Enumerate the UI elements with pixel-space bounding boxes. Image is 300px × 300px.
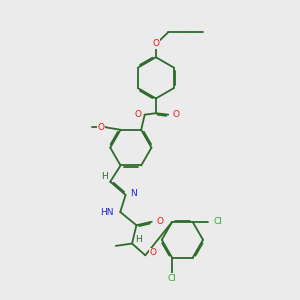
Text: Cl: Cl: [213, 218, 222, 226]
Text: Cl: Cl: [168, 274, 176, 283]
Text: O: O: [156, 217, 163, 226]
Text: O: O: [98, 123, 105, 132]
Text: H: H: [135, 235, 142, 244]
Text: O: O: [152, 40, 159, 49]
Text: O: O: [134, 110, 141, 119]
Text: H: H: [102, 172, 108, 181]
Text: O: O: [173, 110, 180, 119]
Text: O: O: [150, 248, 157, 257]
Text: N: N: [130, 189, 137, 198]
Text: HN: HN: [100, 208, 114, 217]
